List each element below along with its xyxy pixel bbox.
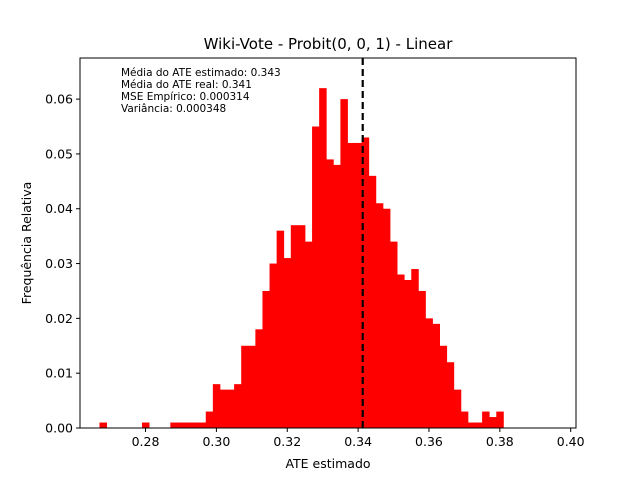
histogram-bar — [269, 263, 278, 428]
histogram-bar — [283, 258, 292, 428]
x-tick-label: 0.34 — [344, 434, 372, 449]
x-tick-label: 0.28 — [132, 434, 160, 449]
annotation-line: Média do ATE real: 0.341 — [121, 79, 252, 91]
histogram-bar — [460, 411, 469, 428]
histogram-bar — [304, 241, 313, 428]
histogram-bar — [177, 422, 185, 428]
y-tick-label: 0.01 — [45, 366, 73, 381]
x-tick-label: 0.30 — [202, 434, 230, 449]
bars-group — [99, 88, 504, 429]
histogram-bar — [368, 175, 377, 428]
histogram-bar — [397, 274, 405, 428]
histogram-bar — [99, 422, 107, 428]
histogram-bar — [390, 241, 398, 428]
annotation-line: MSE Empírico: 0.000314 — [121, 91, 250, 103]
histogram-bar — [234, 384, 242, 428]
histogram-bar — [489, 417, 497, 428]
histogram-bar — [333, 164, 341, 428]
histogram-bar — [404, 280, 412, 428]
histogram-bar — [382, 208, 391, 428]
y-axis-ticks: 0.00 0.01 0.02 0.03 0.04 0.05 0.06 — [45, 92, 80, 436]
histogram-bar — [312, 126, 320, 429]
x-tick-label: 0.32 — [273, 434, 301, 449]
x-axis-ticks: 0.28 0.30 0.32 0.34 0.36 0.38 0.40 — [132, 428, 585, 449]
x-tick-label: 0.36 — [415, 434, 443, 449]
histogram-bar — [262, 290, 270, 428]
histogram-bar — [290, 225, 299, 428]
y-tick-label: 0.06 — [45, 92, 73, 107]
histogram-bar — [276, 230, 285, 428]
histogram-bar — [227, 389, 235, 428]
annotation-line: Variância: 0.000348 — [121, 103, 226, 115]
histogram-bar — [248, 345, 256, 428]
y-tick-label: 0.03 — [45, 256, 73, 271]
plot-frame — [79, 57, 577, 429]
histogram-bar — [297, 225, 306, 428]
histogram-bar — [340, 99, 348, 429]
histogram-bar — [347, 142, 355, 428]
histogram-bar — [319, 88, 327, 429]
x-axis-label: ATE estimado — [285, 456, 370, 471]
histogram-bar — [255, 329, 263, 428]
y-tick-label: 0.00 — [45, 421, 73, 436]
histogram-bar — [170, 422, 178, 428]
y-axis-label: Frequência Relativa — [19, 182, 34, 305]
histogram-bar — [361, 137, 370, 429]
histogram-bar — [142, 422, 150, 428]
histogram-bar — [198, 422, 207, 428]
histogram-bar — [432, 323, 440, 428]
histogram-bar — [212, 384, 221, 428]
chart-title: Wiki-Vote - Probit(0, 0, 1) - Linear — [204, 35, 454, 53]
histogram-bar — [482, 411, 490, 428]
y-tick-label: 0.05 — [45, 146, 73, 161]
x-tick-label: 0.40 — [557, 434, 585, 449]
histogram-bar — [439, 345, 448, 428]
histogram-bar — [241, 345, 249, 428]
histogram-bar — [219, 389, 228, 428]
histogram-bar — [411, 269, 419, 428]
histogram-bar — [453, 389, 462, 428]
histogram-bar — [418, 290, 426, 428]
x-tick-label: 0.38 — [486, 434, 514, 449]
histogram-bar — [375, 203, 384, 428]
histogram-bar — [191, 422, 200, 428]
histogram-bar — [354, 142, 363, 428]
histogram-bar — [326, 159, 334, 428]
annotation-line: Média do ATE estimado: 0.343 — [121, 67, 281, 79]
histogram-bar — [496, 411, 504, 428]
histogram-bar — [184, 422, 192, 428]
histogram-bar — [446, 362, 455, 428]
histogram-bar — [467, 422, 476, 428]
histogram-bar — [425, 318, 433, 428]
y-tick-label: 0.02 — [45, 311, 73, 326]
y-tick-label: 0.04 — [45, 201, 73, 216]
histogram-bar — [205, 411, 214, 428]
histogram-bar — [475, 422, 483, 428]
